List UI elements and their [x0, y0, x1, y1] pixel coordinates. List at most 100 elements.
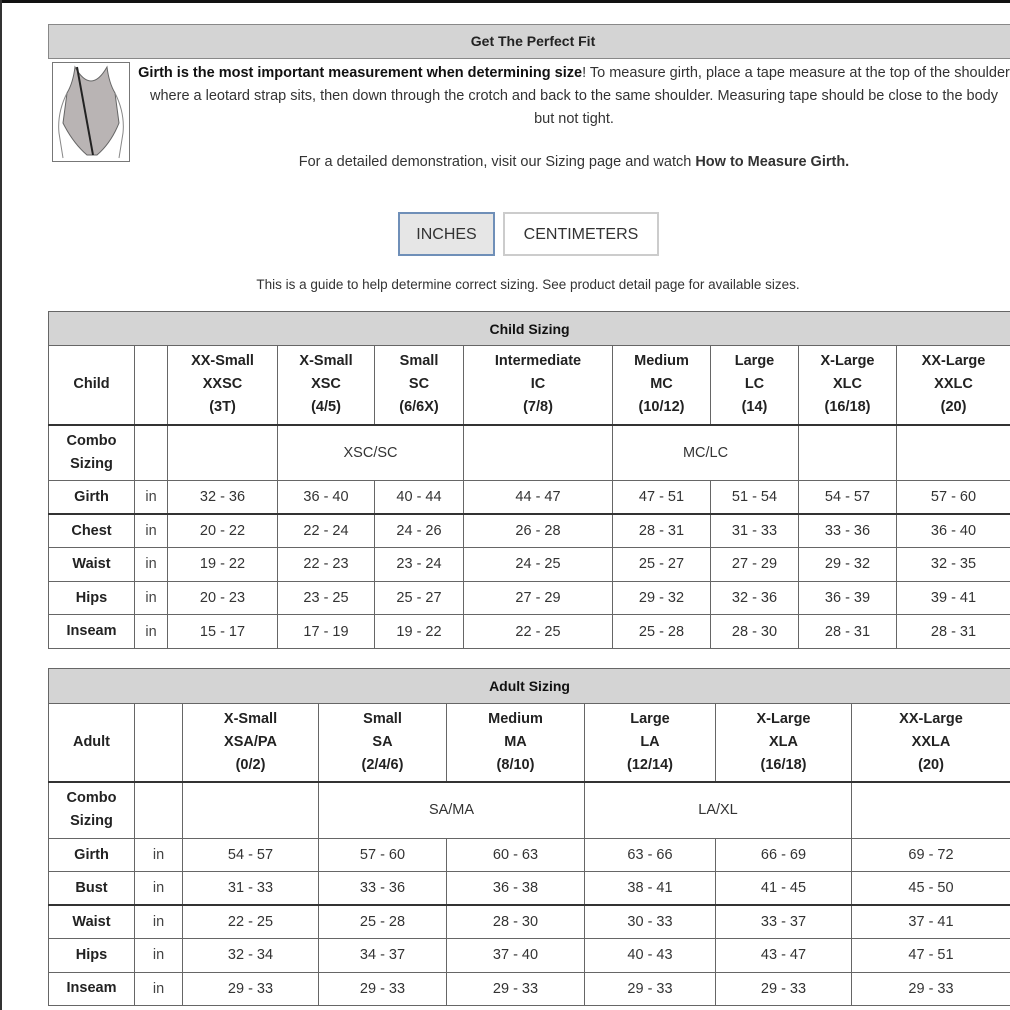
- measurement-value: 29 - 32: [612, 580, 711, 616]
- measurement-value: 51 - 54: [710, 480, 799, 516]
- adult-size-header-row: Adult X-Small XSA/PA (0/2) Small SA (2/4/6) Med…: [48, 703, 1010, 783]
- measurement-value: 47 - 51: [612, 480, 711, 516]
- measurement-value: 29 - 33: [182, 971, 319, 1006]
- unit-label: in: [134, 614, 168, 649]
- measurement-value: 24 - 26: [374, 513, 464, 549]
- measurement-value: 40 - 43: [584, 938, 716, 973]
- measurement-value: 24 - 25: [463, 547, 613, 582]
- measurement-value: 26 - 28: [463, 513, 613, 549]
- inches-button[interactable]: INCHES: [398, 212, 495, 256]
- measurement-value: 37 - 41: [850, 904, 1010, 940]
- measurement-value: 34 - 37: [318, 938, 447, 973]
- size-header-line: X-Small: [223, 710, 278, 727]
- measurement-value: 28 - 30: [710, 614, 799, 649]
- size-header-line: (4/5): [311, 399, 341, 416]
- measurement-value: 29 - 33: [715, 971, 852, 1006]
- window-top-border: [0, 0, 1010, 3]
- measurement-value: 31 - 33: [710, 513, 799, 549]
- size-header-line: X-Large: [820, 353, 875, 370]
- table-row: Hips in 32 - 34 34 - 37 37 - 40 40 - 43 43 - 4…: [48, 938, 1010, 973]
- size-header: Intermediate IC (7/8): [463, 345, 613, 426]
- combo-sizing-label: Combo Sizing: [48, 424, 135, 481]
- child-title-row: Child Sizing: [47, 311, 1010, 346]
- table-row: Waist in 22 - 25 25 - 28 28 - 30 30 - 33 33 - …: [48, 904, 1010, 940]
- size-header-line: XX-Large: [899, 710, 963, 727]
- size-header-line: Small: [363, 710, 402, 727]
- measurement-value: 20 - 23: [167, 580, 278, 616]
- combo-cell: [167, 424, 278, 481]
- size-header-line: XXLA: [911, 733, 951, 750]
- measurement-value: 30 - 33: [584, 904, 716, 940]
- size-header-line: XLA: [769, 733, 798, 750]
- size-header-line: (2/4/6): [361, 756, 404, 773]
- measurement-value: 29 - 33: [446, 971, 585, 1006]
- size-header-line: (6/6X): [399, 399, 439, 416]
- measurement-value: 60 - 63: [446, 837, 585, 873]
- measurement-value: 54 - 57: [182, 837, 319, 873]
- measurement-value: 22 - 24: [277, 513, 375, 549]
- measurement-value: 37 - 40: [446, 938, 585, 973]
- measurement-value: 27 - 29: [463, 580, 613, 616]
- measurement-label: Waist: [48, 547, 135, 582]
- size-header-line: Small: [399, 353, 439, 370]
- measurement-value: 25 - 27: [374, 580, 464, 616]
- girth-instructions: Girth is the most important measurement …: [138, 62, 1010, 131]
- measurement-value: 22 - 25: [463, 614, 613, 649]
- measurement-label: Hips: [48, 580, 135, 616]
- size-header: Large LA (12/14): [584, 703, 716, 783]
- measurement-value: 36 - 40: [895, 513, 1010, 549]
- combo-cell: [182, 781, 319, 839]
- measurement-value: 29 - 32: [798, 547, 897, 582]
- demo-text-body: For a detailed demonstration, visit our …: [298, 154, 696, 170]
- size-header: Small SA (2/4/6): [318, 703, 447, 783]
- child-combo-row: Combo Sizing XSC/SC MC/LC: [48, 424, 1010, 481]
- combo-cell: [463, 424, 613, 481]
- combo-sizing-label-line: Combo: [66, 432, 117, 449]
- size-header: Medium MA (8/10): [446, 703, 585, 783]
- table-row: Bust in 31 - 33 33 - 36 36 - 38 38 - 41 41 - 4…: [48, 871, 1010, 907]
- size-header: XX-Small XXSC (3T): [167, 345, 278, 426]
- table-row: Waist in 19 - 22 22 - 23 23 - 24 24 - 25 25 - …: [48, 547, 1010, 582]
- combo-cell: [850, 781, 1010, 839]
- adult-sizing-title: Adult Sizing: [47, 668, 1010, 704]
- child-size-header-row: Child XX-Small XXSC (3T) X-Small XSC (4/5) Smal…: [48, 345, 1010, 426]
- how-to-measure-girth-link[interactable]: How to Measure Girth.: [695, 154, 850, 170]
- measurement-label: Bust: [48, 871, 135, 907]
- table-row: Inseam in 15 - 17 17 - 19 19 - 22 22 - 25 25 -…: [48, 614, 1010, 649]
- table-row: Chest in 20 - 22 22 - 24 24 - 26 26 - 28 28 - …: [48, 513, 1010, 549]
- size-header-line: SA: [372, 733, 393, 750]
- size-header: X-Small XSC (4/5): [277, 345, 375, 426]
- size-header-line: (0/2): [235, 756, 266, 773]
- unit-label: in: [134, 938, 183, 973]
- table-row: Inseam in 29 - 33 29 - 33 29 - 33 29 - 33 29 -…: [48, 971, 1010, 1006]
- measurement-value: 33 - 36: [318, 871, 447, 907]
- measurement-value: 25 - 28: [612, 614, 711, 649]
- size-header-line: (10/12): [638, 399, 685, 416]
- girth-instructions-text: ! To measure girth, place a tape measure…: [150, 65, 1010, 127]
- size-header-line: (7/8): [523, 399, 553, 416]
- measurement-value: 32 - 34: [182, 938, 319, 973]
- combo-cell: LA/XL: [584, 781, 852, 839]
- measurement-value: 19 - 22: [167, 547, 278, 582]
- measurement-label: Inseam: [48, 971, 135, 1006]
- unit-blank: [134, 424, 168, 481]
- adult-title-row: Adult Sizing: [47, 668, 1010, 704]
- centimeters-button[interactable]: CENTIMETERS: [503, 212, 659, 256]
- measurement-value: 32 - 36: [167, 480, 278, 516]
- measurement-value: 47 - 51: [850, 938, 1010, 973]
- measurement-value: 28 - 31: [895, 614, 1010, 649]
- measurement-value: 29 - 33: [318, 971, 447, 1006]
- table-row: Girth in 32 - 36 36 - 40 40 - 44 44 - 47 47 - …: [48, 480, 1010, 516]
- unit-label: in: [134, 837, 183, 873]
- measurement-value: 33 - 36: [798, 513, 897, 549]
- size-header-line: X-Small: [299, 353, 353, 370]
- child-corner-label: Child: [48, 345, 135, 426]
- measurement-value: 54 - 57: [798, 480, 897, 516]
- unit-blank: [134, 781, 183, 839]
- size-header-line: Medium: [634, 353, 689, 370]
- size-header-line: Large: [734, 353, 775, 370]
- combo-cell: XSC/SC: [277, 424, 464, 481]
- size-header: X-Large XLC (16/18): [798, 345, 897, 426]
- measurement-value: 29 - 33: [584, 971, 716, 1006]
- unit-header-blank: [134, 345, 168, 426]
